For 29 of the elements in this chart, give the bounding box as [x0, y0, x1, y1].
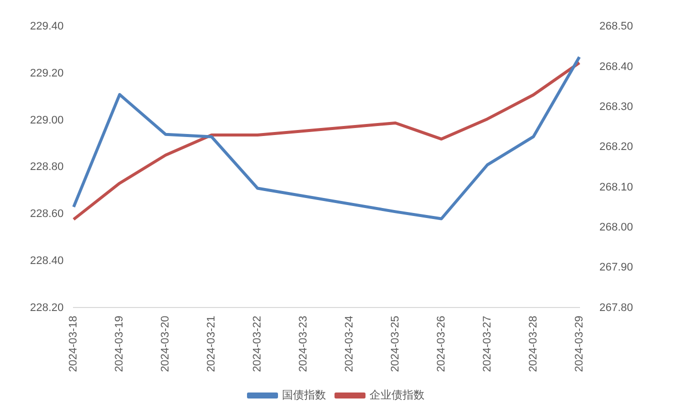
legend-label: 企业债指数 [370, 388, 424, 402]
x-tick-label: 2024-03-25 [389, 316, 402, 372]
x-tick-label: 2024-03-23 [298, 316, 310, 372]
x-tick-label: 2024-03-19 [114, 316, 126, 372]
y-tick-label: 228.20 [30, 302, 64, 314]
y2-tick-label: 268.10 [599, 181, 634, 194]
x-tick-label: 2024-03-22 [252, 316, 264, 372]
y2-tick-label: 267.80 [599, 302, 634, 314]
x-tick-label: 2024-03-28 [527, 316, 540, 372]
y-tick-label: 228.60 [30, 208, 64, 220]
y2-tick-label: 268.40 [599, 60, 634, 73]
x-tick-label: 2024-03-21 [206, 316, 218, 372]
y-tick-label: 228.40 [30, 254, 64, 267]
y-tick-label: 228.80 [30, 161, 64, 174]
x-tick-label: 2024-03-27 [481, 316, 494, 372]
y-tick-label: 229.40 [30, 20, 64, 33]
x-tick-label: 2024-03-18 [68, 316, 80, 372]
legend-label: 国债指数 [282, 390, 326, 402]
y2-tick-label: 267.90 [599, 262, 634, 274]
y-tick-label: 229.20 [30, 67, 64, 80]
y2-tick-label: 268.50 [599, 20, 634, 33]
y-tick-label: 229.00 [30, 114, 64, 126]
x-tick-label: 2024-03-24 [344, 316, 356, 372]
x-tick-label: 2024-03-20 [160, 316, 172, 372]
x-tick-label: 2024-03-29 [573, 316, 586, 372]
x-tick-label: 2024-03-26 [435, 316, 448, 372]
y2-tick-label: 268.00 [599, 221, 634, 234]
y2-tick-label: 268.30 [599, 100, 634, 113]
y2-tick-label: 268.20 [599, 141, 634, 154]
